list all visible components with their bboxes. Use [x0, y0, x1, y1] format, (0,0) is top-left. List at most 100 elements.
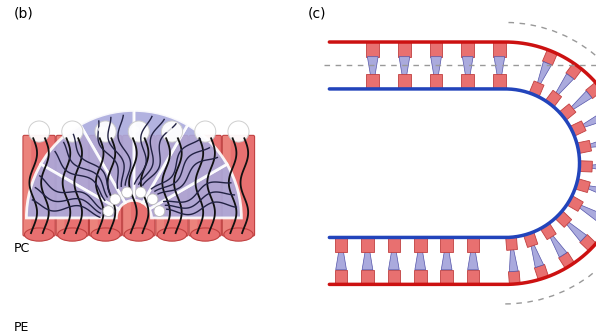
Ellipse shape — [62, 121, 83, 142]
Ellipse shape — [198, 126, 206, 133]
Polygon shape — [463, 57, 473, 89]
Polygon shape — [534, 264, 549, 280]
Polygon shape — [572, 113, 603, 131]
Wedge shape — [149, 164, 241, 218]
Polygon shape — [362, 238, 373, 270]
Polygon shape — [578, 137, 603, 148]
Ellipse shape — [112, 196, 115, 199]
Text: PC: PC — [14, 242, 30, 255]
Polygon shape — [399, 57, 410, 89]
FancyBboxPatch shape — [56, 135, 89, 236]
Polygon shape — [367, 42, 379, 57]
Polygon shape — [510, 237, 518, 272]
FancyBboxPatch shape — [123, 136, 131, 236]
Polygon shape — [494, 57, 505, 89]
Ellipse shape — [98, 126, 106, 133]
Ellipse shape — [135, 187, 146, 198]
Polygon shape — [414, 238, 426, 252]
Ellipse shape — [149, 196, 153, 199]
FancyBboxPatch shape — [89, 135, 122, 236]
Polygon shape — [579, 234, 596, 251]
Polygon shape — [579, 163, 603, 172]
Ellipse shape — [228, 121, 249, 142]
Polygon shape — [576, 184, 603, 198]
Ellipse shape — [124, 228, 153, 241]
Ellipse shape — [28, 121, 49, 142]
Polygon shape — [467, 238, 479, 252]
Polygon shape — [461, 42, 474, 57]
Polygon shape — [559, 104, 576, 120]
Ellipse shape — [65, 126, 73, 133]
FancyBboxPatch shape — [189, 135, 221, 236]
FancyBboxPatch shape — [156, 136, 164, 236]
Ellipse shape — [195, 121, 216, 142]
Polygon shape — [461, 74, 474, 89]
FancyBboxPatch shape — [24, 136, 31, 236]
Polygon shape — [367, 57, 378, 89]
Polygon shape — [567, 196, 583, 211]
Ellipse shape — [25, 228, 54, 241]
Polygon shape — [570, 200, 601, 221]
FancyBboxPatch shape — [23, 135, 55, 236]
Ellipse shape — [122, 187, 133, 198]
FancyBboxPatch shape — [90, 136, 98, 236]
Ellipse shape — [58, 228, 87, 241]
Polygon shape — [388, 270, 400, 284]
Polygon shape — [361, 270, 374, 284]
Text: (c): (c) — [308, 7, 326, 21]
Polygon shape — [555, 211, 572, 227]
Polygon shape — [388, 238, 399, 270]
Polygon shape — [563, 91, 592, 116]
Ellipse shape — [131, 126, 139, 133]
Ellipse shape — [154, 206, 165, 216]
Ellipse shape — [123, 189, 127, 192]
Ellipse shape — [31, 126, 40, 133]
Ellipse shape — [224, 228, 253, 241]
Polygon shape — [388, 238, 400, 252]
FancyBboxPatch shape — [223, 135, 254, 236]
Polygon shape — [506, 237, 517, 250]
Ellipse shape — [165, 126, 172, 133]
Polygon shape — [467, 270, 479, 284]
Polygon shape — [550, 74, 573, 104]
Ellipse shape — [147, 194, 158, 205]
Polygon shape — [586, 82, 602, 98]
Polygon shape — [367, 74, 379, 89]
Polygon shape — [441, 238, 452, 270]
Polygon shape — [414, 270, 426, 284]
Polygon shape — [577, 140, 592, 153]
Polygon shape — [545, 226, 567, 257]
Polygon shape — [508, 271, 520, 284]
Polygon shape — [335, 238, 347, 252]
FancyBboxPatch shape — [57, 136, 65, 236]
Polygon shape — [523, 232, 538, 248]
Polygon shape — [430, 74, 443, 89]
Ellipse shape — [191, 228, 220, 241]
Polygon shape — [596, 213, 603, 228]
Wedge shape — [27, 164, 119, 218]
FancyBboxPatch shape — [189, 136, 197, 236]
Polygon shape — [335, 270, 347, 284]
Ellipse shape — [110, 194, 121, 205]
FancyBboxPatch shape — [223, 136, 230, 236]
Polygon shape — [529, 234, 544, 268]
FancyBboxPatch shape — [122, 135, 155, 236]
Polygon shape — [534, 62, 552, 95]
Polygon shape — [493, 74, 506, 89]
Ellipse shape — [137, 189, 140, 192]
Polygon shape — [529, 81, 544, 97]
Ellipse shape — [104, 208, 109, 211]
Polygon shape — [545, 90, 561, 107]
Wedge shape — [134, 111, 188, 203]
Ellipse shape — [156, 208, 159, 211]
Polygon shape — [570, 121, 586, 136]
Polygon shape — [468, 238, 478, 270]
Polygon shape — [431, 57, 441, 89]
Polygon shape — [566, 63, 582, 79]
Ellipse shape — [103, 206, 114, 216]
Polygon shape — [440, 270, 453, 284]
Polygon shape — [398, 42, 411, 57]
Polygon shape — [540, 223, 556, 240]
Polygon shape — [493, 42, 506, 57]
Wedge shape — [41, 125, 125, 209]
